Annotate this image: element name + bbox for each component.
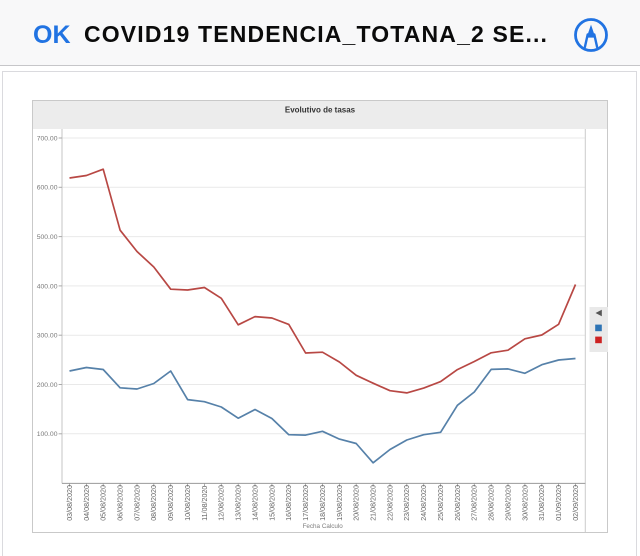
svg-text:08/08/2020: 08/08/2020 [150,485,158,521]
svg-text:01/09/2020: 01/09/2020 [555,485,563,521]
svg-text:19/08/2020: 19/08/2020 [336,485,344,521]
svg-text:03/08/2020: 03/08/2020 [66,485,74,521]
svg-text:04/08/2020: 04/08/2020 [83,485,91,521]
svg-text:06/08/2020: 06/08/2020 [117,485,125,521]
svg-text:29/08/2020: 29/08/2020 [504,485,512,521]
svg-text:Evolutivo de tasas: Evolutivo de tasas [285,105,356,114]
svg-text:20/08/2020: 20/08/2020 [353,485,361,521]
svg-text:02/09/2020: 02/09/2020 [572,485,580,521]
svg-text:25/08/2020: 25/08/2020 [437,485,445,521]
svg-text:07/08/2020: 07/08/2020 [133,485,141,521]
svg-text:12/08/2020: 12/08/2020 [218,485,226,521]
svg-text:500.00: 500.00 [37,234,58,241]
svg-text:31/08/2020: 31/08/2020 [538,485,546,521]
svg-text:400.00: 400.00 [37,283,58,290]
svg-text:23/08/2020: 23/08/2020 [403,485,411,521]
svg-text:09/08/2020: 09/08/2020 [167,485,175,521]
svg-text:Fecha Calculo: Fecha Calculo [303,523,344,530]
svg-text:22/08/2020: 22/08/2020 [386,485,394,521]
svg-text:200.00: 200.00 [37,382,58,389]
svg-text:13/08/2020: 13/08/2020 [235,485,243,521]
svg-text:21/08/2020: 21/08/2020 [370,485,378,521]
svg-text:17/08/2020: 17/08/2020 [302,485,310,521]
svg-text:15/08/2020: 15/08/2020 [268,485,276,521]
svg-text:10/08/2020: 10/08/2020 [184,485,192,521]
svg-text:28/08/2020: 28/08/2020 [488,485,496,521]
svg-text:700.00: 700.00 [37,135,58,142]
svg-text:18/08/2020: 18/08/2020 [319,485,327,521]
svg-text:05/08/2020: 05/08/2020 [100,485,108,521]
svg-text:16/08/2020: 16/08/2020 [285,485,293,521]
svg-text:26/08/2020: 26/08/2020 [454,485,462,521]
svg-text:300.00: 300.00 [37,333,58,340]
svg-text:600.00: 600.00 [37,185,58,192]
svg-text:14/08/2020: 14/08/2020 [251,485,259,521]
svg-text:24/08/2020: 24/08/2020 [420,485,428,521]
svg-text:27/08/2020: 27/08/2020 [471,485,479,521]
svg-text:11/08/2020: 11/08/2020 [201,486,209,521]
svg-text:100.00: 100.00 [37,431,58,438]
svg-text:30/08/2020: 30/08/2020 [521,485,529,521]
